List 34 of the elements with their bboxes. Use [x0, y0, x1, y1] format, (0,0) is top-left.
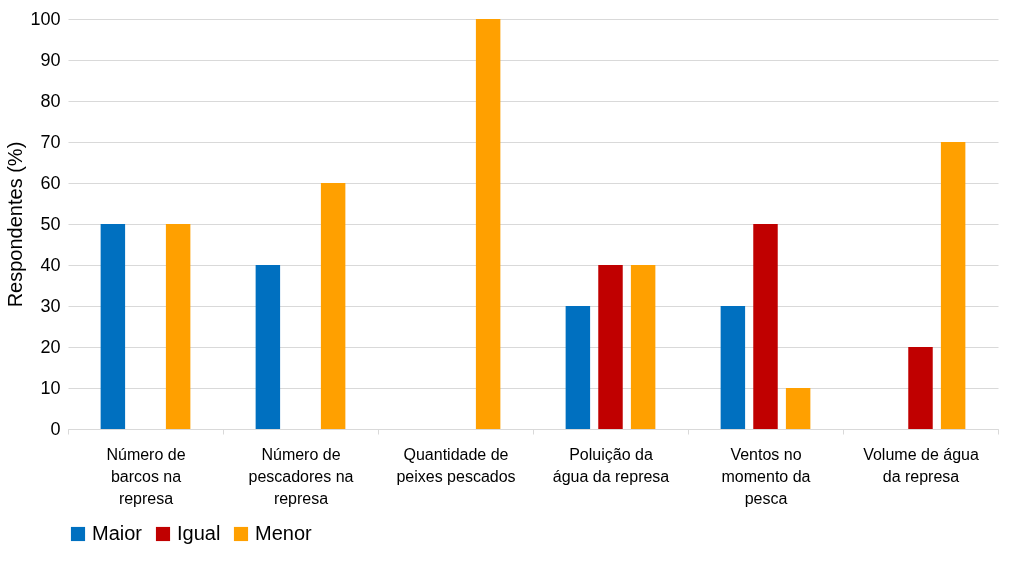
bar: [940, 142, 966, 429]
y-tick-label: 80: [40, 90, 61, 111]
bar: [565, 306, 591, 429]
bar: [785, 388, 811, 429]
x-tick-label: Poluição da água da represa: [552, 445, 670, 485]
bar: [598, 265, 623, 429]
bar: [908, 347, 933, 429]
bar: [630, 265, 656, 429]
legend-label: Maior: [92, 522, 143, 544]
bar: [475, 19, 501, 429]
y-tick-label: 40: [40, 254, 61, 275]
bar: [165, 224, 191, 429]
bar: [720, 306, 746, 429]
y-tick-label: 100: [30, 8, 61, 29]
y-tick-label: 30: [40, 295, 61, 316]
legend-label: Menor: [255, 522, 313, 544]
x-tick-label: Volume de água da represa: [863, 445, 979, 485]
y-tick-label: 50: [40, 213, 61, 234]
y-tick-label: 20: [40, 336, 61, 357]
bar: [255, 265, 281, 429]
x-tick-label: Número de pescadores na represa: [248, 445, 354, 507]
y-tick-label: 70: [40, 131, 61, 152]
bar: [753, 224, 778, 429]
x-tick-label: Número de barcos na represa: [106, 445, 186, 507]
x-tick-label: Quantidade de peixes pescados: [396, 445, 516, 485]
y-tick-label: 90: [40, 49, 61, 70]
y-axis-title: Respondentes (%): [4, 141, 27, 308]
x-tick-label: Ventos no momento da pesca: [721, 445, 811, 507]
bar: [100, 224, 126, 429]
legend-label: Igual: [177, 522, 221, 544]
y-tick-label: 0: [50, 418, 61, 439]
bar: [320, 183, 346, 429]
y-tick-label: 60: [40, 172, 61, 193]
y-tick-label: 10: [40, 377, 61, 398]
